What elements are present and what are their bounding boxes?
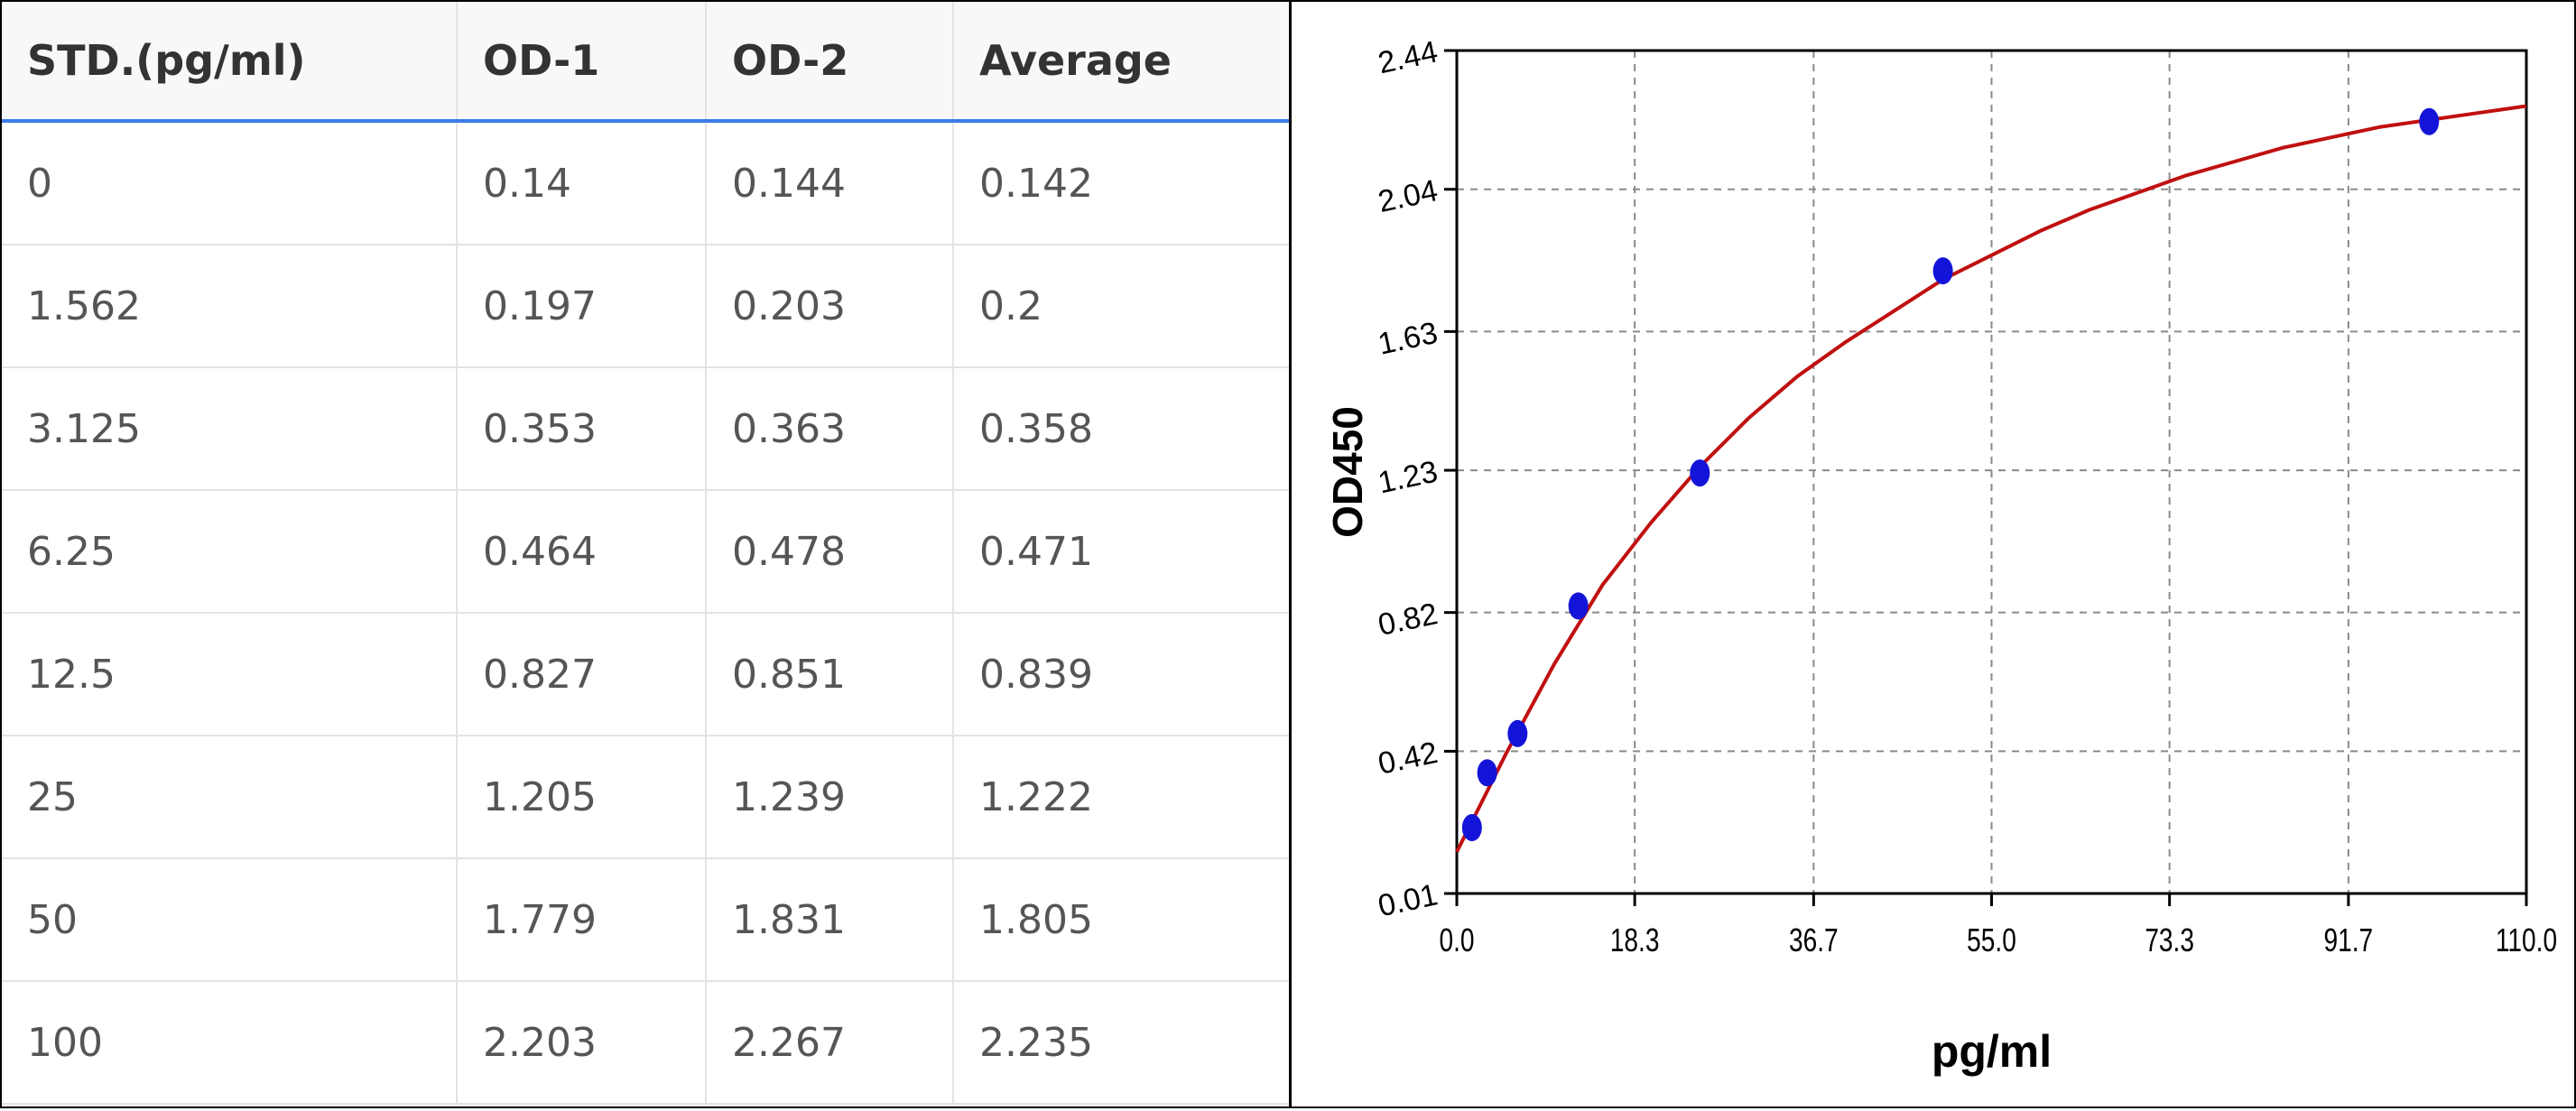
cell-average: 0.2 (953, 245, 1289, 368)
table-row: 50 1.779 1.831 1.805 (2, 858, 1289, 982)
cell-average: 1.222 (953, 736, 1289, 859)
y-tick-label: 1.23 (1376, 454, 1441, 500)
cell-od1: 0.353 (457, 367, 707, 491)
x-tick-label: 110.0 (2496, 922, 2557, 958)
data-point (2419, 107, 2440, 135)
cell-average: 0.839 (953, 613, 1289, 736)
cell-od2: 0.478 (706, 490, 954, 614)
column-header-std: STD.(pg/ml) (2, 2, 458, 123)
data-point (1690, 459, 1710, 487)
cell-average: 2.235 (953, 981, 1289, 1105)
data-point (1568, 592, 1589, 620)
fit-curve-line (1455, 104, 2527, 853)
data-point (1507, 719, 1528, 747)
cell-average: 0.358 (953, 367, 1289, 491)
x-tick-label: 73.3 (2145, 922, 2194, 958)
x-axis-label: pg/ml (1932, 1026, 2052, 1077)
x-tick-label: 18.3 (1610, 922, 1660, 958)
cell-od2: 0.851 (706, 613, 954, 736)
cell-od1: 0.197 (457, 245, 707, 368)
x-tick-label: 36.7 (1789, 922, 1839, 958)
x-tick-label: 0.0 (1439, 922, 1474, 958)
panel-divider (1289, 2, 1292, 1106)
cell-od1: 0.464 (457, 490, 707, 614)
cell-std: 0 (2, 121, 458, 245)
cell-average: 0.471 (953, 490, 1289, 614)
table-body: 0 0.14 0.144 0.142 1.562 0.197 0.203 0.2 3.125 0.… (2, 121, 1289, 1105)
y-tick-label: 0.82 (1376, 597, 1441, 643)
table-row: 12.5 0.827 0.851 0.839 (2, 613, 1289, 736)
table-row: 25 1.205 1.239 1.222 (2, 736, 1289, 859)
y-tick-label: 0.42 (1376, 736, 1441, 782)
x-tick-label: 55.0 (1967, 922, 2016, 958)
cell-od2: 0.144 (706, 121, 954, 245)
y-tick-label: 2.44 (1376, 34, 1441, 80)
cell-od2: 2.267 (706, 981, 954, 1105)
cell-od2: 0.363 (706, 367, 954, 491)
column-header-od1: OD-1 (457, 2, 707, 123)
cell-od1: 1.205 (457, 736, 707, 859)
cell-od1: 0.827 (457, 613, 707, 736)
y-axis-label: OD450 (1324, 406, 1371, 538)
cell-std: 100 (2, 981, 458, 1105)
data-point (1461, 813, 1482, 841)
column-header-average: Average (953, 2, 1289, 123)
cell-std: 6.25 (2, 490, 458, 614)
column-header-od2: OD-2 (706, 2, 954, 123)
cell-std: 3.125 (2, 367, 458, 491)
standard-curve-panel: 0.0 18.3 36.7 55.0 73.3 91.7 110.0 0.01 0.42 0.82… (1292, 2, 2574, 1106)
y-tick-label: 0.01 (1376, 877, 1441, 923)
table-row: 1.562 0.197 0.203 0.2 (2, 245, 1289, 368)
table-header-row: STD.(pg/ml) OD-1 OD-2 Average (2, 2, 1289, 123)
cell-od2: 1.831 (706, 858, 954, 982)
x-tick-label: 91.7 (2324, 922, 2374, 958)
standards-table: STD.(pg/ml) OD-1 OD-2 Average 0 0.14 0.144… (2, 2, 1289, 1105)
standard-curve-chart: 0.0 18.3 36.7 55.0 73.3 91.7 110.0 0.01 0.42 0.82… (1324, 34, 2557, 1077)
cell-od1: 1.779 (457, 858, 707, 982)
cell-std: 1.562 (2, 245, 458, 368)
cell-average: 0.142 (953, 121, 1289, 245)
cell-od1: 2.203 (457, 981, 707, 1105)
data-point (1477, 759, 1497, 787)
cell-od2: 1.239 (706, 736, 954, 859)
data-point (1932, 257, 1953, 285)
cell-od1: 0.14 (457, 121, 707, 245)
standards-table-panel: STD.(pg/ml) OD-1 OD-2 Average 0 0.14 0.144… (2, 2, 1289, 1106)
table-row: 3.125 0.353 0.363 0.358 (2, 367, 1289, 491)
cell-od2: 0.203 (706, 245, 954, 368)
cell-std: 50 (2, 858, 458, 982)
cell-std: 25 (2, 736, 458, 859)
cell-average: 1.805 (953, 858, 1289, 982)
cell-std: 12.5 (2, 613, 458, 736)
y-tick-label: 1.63 (1376, 316, 1441, 362)
table-row: 6.25 0.464 0.478 0.471 (2, 490, 1289, 614)
table-row: 0 0.14 0.144 0.142 (2, 121, 1289, 245)
y-tick-label: 2.04 (1376, 173, 1441, 219)
table-row: 100 2.203 2.267 2.235 (2, 981, 1289, 1105)
